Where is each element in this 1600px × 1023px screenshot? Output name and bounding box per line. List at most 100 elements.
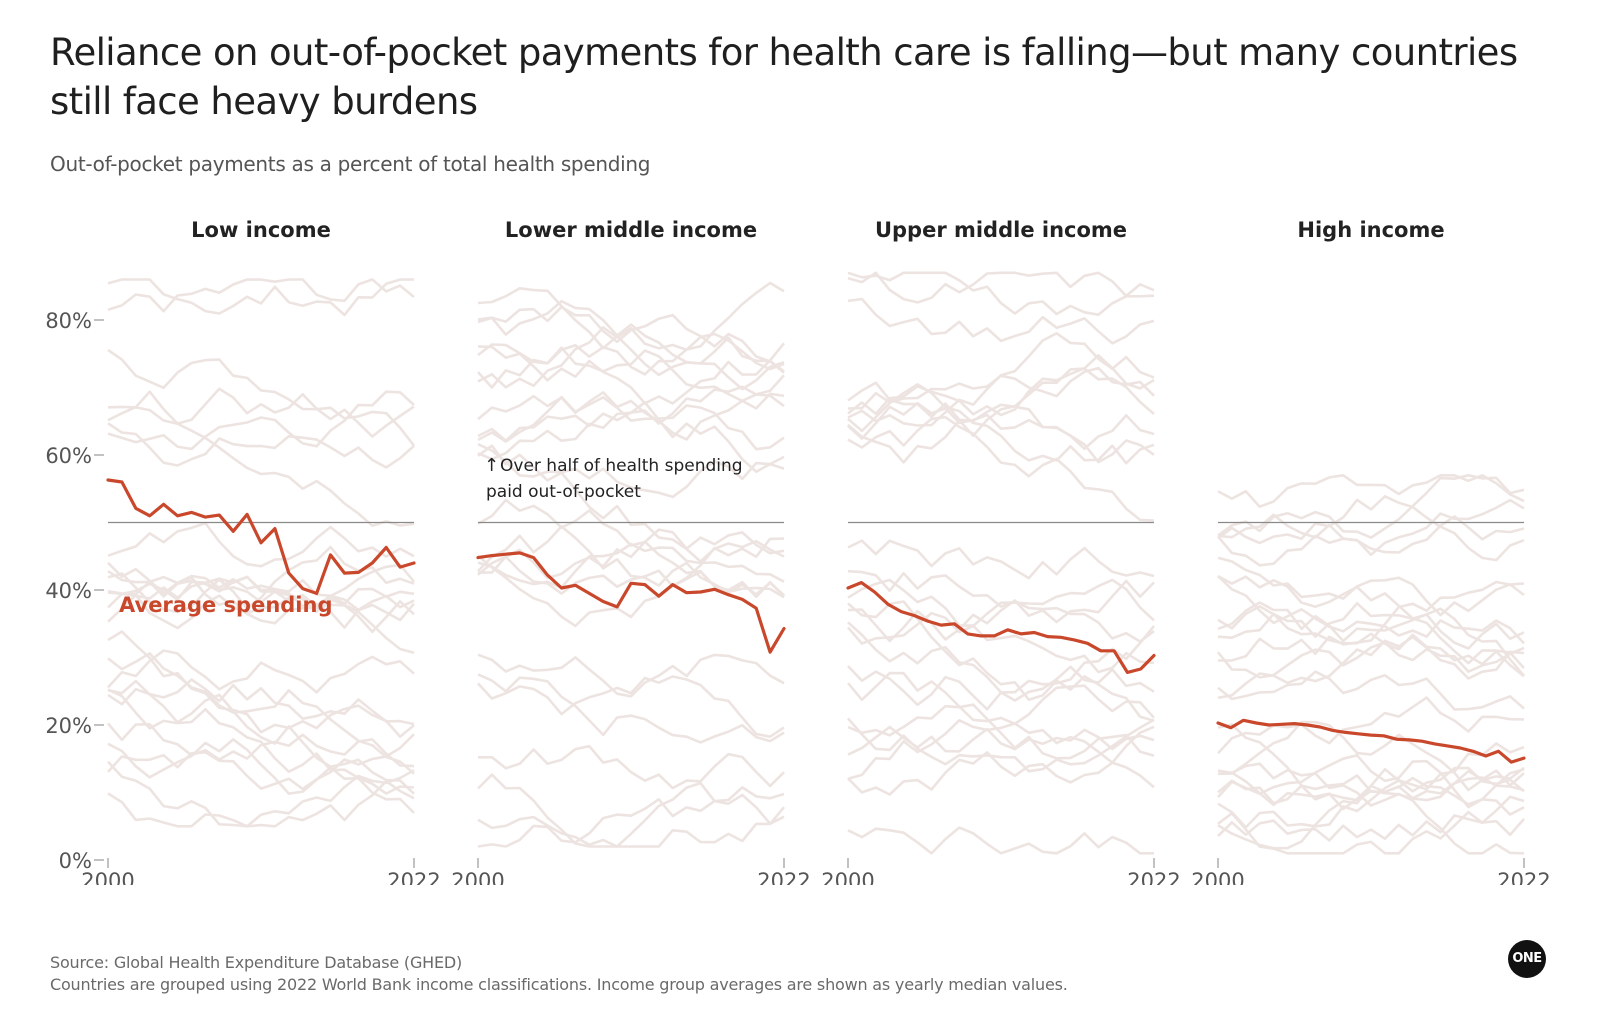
annotation-arrow: ↑ xyxy=(484,455,499,476)
country-line xyxy=(847,271,1155,316)
country-line xyxy=(107,738,415,814)
x-tick-label: 2000 xyxy=(1191,869,1244,885)
country-line xyxy=(477,537,785,628)
y-tick-label: 0% xyxy=(59,849,92,873)
country-line xyxy=(107,390,415,451)
country-line xyxy=(847,703,1155,760)
average-spending-label: Average spending xyxy=(119,593,333,617)
country-line xyxy=(847,579,1155,643)
country-line xyxy=(477,374,785,441)
country-line xyxy=(847,366,1155,410)
y-tick-label: 80% xyxy=(45,309,92,333)
country-line xyxy=(1217,574,1525,645)
country-line xyxy=(477,542,785,589)
panel-lower-middle-income: Lower middle income 2000 2022 xyxy=(451,218,810,885)
country-line xyxy=(477,540,785,599)
country-line xyxy=(1217,762,1525,855)
country-line xyxy=(107,422,415,469)
panel-low-income: Low income 2000 2022 xyxy=(81,218,440,885)
methodology-note: Countries are grouped using 2022 World B… xyxy=(50,975,1068,994)
country-line xyxy=(477,342,786,405)
country-line xyxy=(1217,771,1525,811)
country-line xyxy=(477,806,786,848)
chart-title: Reliance on out-of-pocket payments for h… xyxy=(50,31,1518,123)
country-line xyxy=(107,575,415,629)
country-line xyxy=(1217,513,1525,554)
country-line xyxy=(477,281,785,376)
average-line xyxy=(476,551,786,654)
country-line xyxy=(107,760,415,828)
country-line xyxy=(847,271,1155,304)
country-line xyxy=(1217,670,1525,711)
x-tick-label: 2022 xyxy=(1127,869,1180,885)
country-line xyxy=(847,717,1155,773)
country-line xyxy=(477,346,785,410)
country-line xyxy=(1217,720,1525,792)
annotation-line-1: Over half of health spending xyxy=(500,456,743,476)
panel-title: High income xyxy=(1297,218,1444,242)
country-line xyxy=(107,769,415,828)
country-line xyxy=(847,600,1155,723)
footer: Source: Global Health Expenditure Databa… xyxy=(50,952,1068,996)
country-line xyxy=(107,521,415,568)
country-line xyxy=(847,297,1155,345)
average-line xyxy=(846,581,1156,674)
country-line xyxy=(1217,814,1525,842)
country-line xyxy=(477,287,785,391)
average-line xyxy=(1216,718,1526,764)
country-line xyxy=(477,744,785,790)
panel-title: Low income xyxy=(191,218,331,242)
country-line xyxy=(1217,498,1525,567)
x-tick-label: 2022 xyxy=(1497,869,1550,885)
country-line xyxy=(847,725,1155,756)
country-line xyxy=(847,401,1155,451)
country-line xyxy=(1217,601,1525,677)
country-line xyxy=(107,561,415,654)
panel-upper-middle-income: Upper middle income 2000 2022 xyxy=(821,218,1180,885)
country-line xyxy=(477,653,785,698)
country-line xyxy=(847,725,1155,796)
x-tick-label: 2000 xyxy=(451,869,504,885)
country-line xyxy=(107,678,415,726)
country-line xyxy=(1217,575,1525,669)
country-line xyxy=(847,539,1155,580)
country-line xyxy=(477,401,785,474)
annotation-line-2: paid out-of-pocket xyxy=(486,482,641,502)
y-tick-label: 60% xyxy=(45,444,92,468)
country-line xyxy=(1217,766,1525,850)
country-line xyxy=(847,367,1155,464)
country-line xyxy=(847,718,1155,789)
country-line xyxy=(477,555,785,597)
panel-title: Lower middle income xyxy=(505,218,757,242)
country-line xyxy=(1217,753,1525,816)
country-line xyxy=(477,675,785,739)
country-line xyxy=(107,722,415,768)
country-line xyxy=(1217,473,1525,539)
country-line xyxy=(107,405,415,528)
country-line xyxy=(477,673,785,744)
country-line xyxy=(477,773,785,848)
country-line xyxy=(107,387,415,438)
one-logo: ONE xyxy=(1508,940,1546,978)
panel-title: Upper middle income xyxy=(875,218,1127,242)
country-line xyxy=(1217,580,1525,662)
country-line xyxy=(1216,641,1525,679)
country-line xyxy=(477,444,785,563)
country-line xyxy=(477,395,785,451)
country-line xyxy=(107,278,415,313)
country-line xyxy=(477,299,785,373)
x-tick-label: 2000 xyxy=(81,869,134,885)
country-line xyxy=(1217,795,1525,855)
y-tick-label: 20% xyxy=(45,714,92,738)
x-tick-label: 2022 xyxy=(757,869,810,885)
country-line xyxy=(1217,742,1525,829)
country-line xyxy=(107,652,415,775)
country-line xyxy=(107,278,415,317)
country-line xyxy=(107,574,415,612)
country-line xyxy=(107,688,415,795)
country-line xyxy=(477,443,785,499)
country-line xyxy=(107,733,415,791)
country-line xyxy=(847,569,1155,643)
country-line xyxy=(1217,723,1525,806)
country-line xyxy=(1217,601,1525,650)
